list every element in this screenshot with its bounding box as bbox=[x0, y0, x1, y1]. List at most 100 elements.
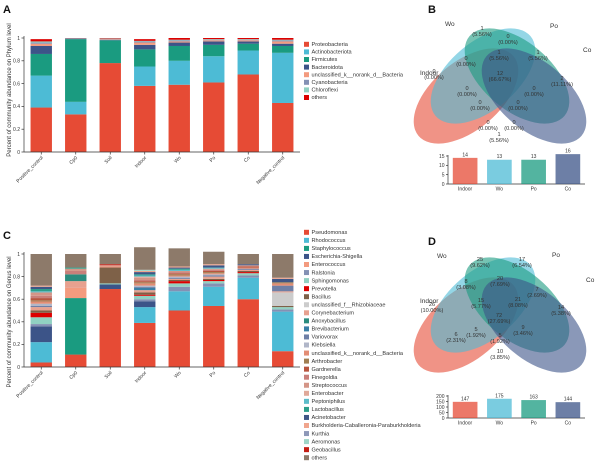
totals-bar bbox=[487, 398, 512, 418]
bar-segment bbox=[99, 39, 121, 41]
y-tick-label: 0.6 bbox=[13, 81, 20, 87]
legend-swatch bbox=[304, 237, 309, 243]
bar-segment bbox=[168, 279, 190, 282]
venn-region: 6(2.31%) bbox=[446, 332, 466, 344]
bar-segment bbox=[237, 264, 259, 266]
totals-y-tick-label: 50 bbox=[439, 410, 445, 416]
venn-region-percent: (0.00%) bbox=[504, 126, 524, 132]
y-tick-label: 0.8 bbox=[13, 59, 20, 65]
bar-segment bbox=[272, 283, 294, 286]
legend-entry: Bacillus bbox=[304, 294, 331, 300]
legend-label: Burkholderia-Caballeronia-Paraburkholder… bbox=[312, 423, 422, 429]
legend-entry: Actinobacteriota bbox=[304, 49, 353, 56]
venn-region-count: 17 bbox=[519, 257, 525, 263]
legend-swatch bbox=[304, 318, 309, 324]
bar-segment bbox=[30, 326, 52, 343]
venn-set-label: Wo bbox=[437, 253, 447, 260]
legend-swatch bbox=[304, 350, 309, 356]
bar-segment bbox=[203, 275, 225, 277]
legend-entry: Enterobacter bbox=[304, 390, 344, 397]
bar-segment bbox=[65, 267, 87, 269]
bar-segment bbox=[203, 56, 225, 83]
bar-segment bbox=[134, 274, 156, 276]
bar-segment bbox=[237, 272, 259, 274]
venn-region-percent: (0.00%) bbox=[470, 106, 490, 112]
legend-label: Rhodococcus bbox=[312, 238, 346, 244]
bar-segment bbox=[237, 268, 259, 270]
venn-region-count: 21 bbox=[515, 297, 521, 303]
venn-region-percent: (2.31%) bbox=[446, 338, 466, 344]
venn-region-percent: (5.38%) bbox=[551, 311, 571, 317]
bar-segment bbox=[272, 277, 294, 279]
bar-segment bbox=[134, 281, 156, 283]
bar-segment bbox=[272, 311, 294, 352]
bar-segment bbox=[65, 274, 87, 282]
totals-bar bbox=[555, 154, 581, 184]
venn-region-count: 0 bbox=[465, 86, 468, 92]
legend-entry: Staphylococcus bbox=[304, 245, 351, 252]
venn-region-count: 0 bbox=[532, 86, 535, 92]
venn-region: 0(0.00%) bbox=[470, 100, 490, 112]
bar-segment bbox=[237, 39, 259, 40]
bar-segment bbox=[134, 247, 156, 270]
venn-region: 0(0.00%) bbox=[524, 86, 544, 98]
venn-region-count: 6 bbox=[454, 332, 457, 338]
panel-label-c: C bbox=[3, 230, 11, 242]
bar-segment bbox=[237, 277, 259, 300]
x-tick-label: Indoor bbox=[134, 155, 149, 170]
venn-set-label: Wo bbox=[445, 21, 455, 28]
bar-segment bbox=[272, 45, 294, 53]
bar-segment bbox=[30, 310, 52, 313]
legend-label: Gardnerella bbox=[312, 367, 342, 373]
totals-y-tick-label: 15 bbox=[439, 154, 445, 160]
venn-region: 1(5.56%) bbox=[489, 50, 509, 62]
legend-swatch bbox=[304, 278, 309, 284]
bar-segment bbox=[203, 279, 225, 282]
legend-entry: Pseudomonas bbox=[304, 229, 347, 236]
venn-region-count: 0 bbox=[506, 34, 509, 40]
legend-swatch bbox=[304, 262, 309, 267]
totals-bar-value: 16 bbox=[565, 149, 571, 155]
legend-label: unclassified_k__norank_d__Bacteria bbox=[312, 72, 404, 78]
venn-region-percent: (2.69%) bbox=[527, 293, 547, 299]
bar-segment bbox=[65, 114, 87, 152]
bar-segment bbox=[272, 39, 294, 41]
legend-entry: Escherichia-Shigella bbox=[304, 253, 364, 260]
bar-segment bbox=[203, 274, 225, 276]
venn-region: 15(5.77%) bbox=[471, 298, 491, 310]
bar-segment bbox=[168, 268, 190, 270]
bar-segment bbox=[272, 52, 294, 103]
venn-region-count: 1 bbox=[536, 50, 539, 56]
venn-set-label: Co bbox=[586, 277, 595, 284]
legend-entry: Variovorax bbox=[304, 334, 339, 341]
legend-label: Variovorax bbox=[312, 335, 339, 341]
legend-entry: Corynebacterium bbox=[304, 310, 354, 317]
legend-label: Bacteroidota bbox=[312, 65, 344, 71]
venn-region-percent: (0.00%) bbox=[424, 75, 444, 81]
venn-region-percent: (1.92%) bbox=[490, 339, 510, 345]
legend-entry: Klebsiella bbox=[304, 342, 336, 349]
legend-label: Escherichia-Shigella bbox=[312, 254, 364, 260]
legend-label: Firmicutes bbox=[312, 57, 338, 63]
venn-region-percent: (0.00%) bbox=[508, 106, 528, 112]
legend-entry: Geobacillus bbox=[304, 447, 341, 453]
bar-segment bbox=[134, 307, 156, 323]
totals-bar-value: 144 bbox=[564, 397, 573, 403]
y-tick-label: 1 bbox=[17, 36, 20, 42]
totals-category-label: Co bbox=[565, 187, 572, 193]
bar-segment bbox=[203, 268, 225, 270]
bar-segment bbox=[65, 268, 87, 271]
legend-swatch bbox=[304, 95, 309, 100]
venn-region-percent: (3.85%) bbox=[490, 355, 510, 361]
phylum-y-axis-label: Percent of community abundance on Phylum… bbox=[7, 23, 13, 156]
legend-swatch bbox=[304, 57, 309, 62]
legend-label: Ralstonia bbox=[312, 270, 336, 276]
bar-segment bbox=[272, 40, 294, 42]
bar-segment bbox=[203, 38, 225, 40]
legend-label: others bbox=[312, 455, 328, 461]
bar-segment bbox=[65, 254, 87, 268]
bar-segment bbox=[203, 40, 225, 42]
venn-region-count: 25 bbox=[477, 257, 483, 263]
bar-segment bbox=[134, 290, 156, 293]
genus-y-axis-label: Percent of community abundance on Genus … bbox=[7, 256, 13, 387]
